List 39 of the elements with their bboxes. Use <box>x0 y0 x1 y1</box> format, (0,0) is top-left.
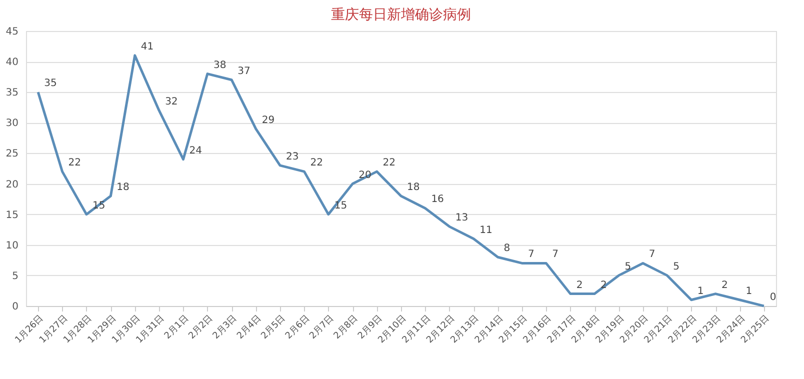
y-tick-label: 5 <box>12 270 18 282</box>
data-label: 0 <box>770 292 776 303</box>
chart-title: 重庆每日新增确诊病例 <box>331 7 471 23</box>
data-label: 5 <box>673 261 680 272</box>
data-label: 35 <box>44 78 57 90</box>
data-label: 15 <box>334 200 348 212</box>
data-label: 8 <box>504 243 510 254</box>
data-label: 13 <box>455 212 468 224</box>
y-tick-label: 10 <box>6 240 18 252</box>
data-label: 2 <box>722 280 728 291</box>
data-label: 24 <box>189 145 202 156</box>
data-label: 22 <box>382 158 396 169</box>
line-series <box>36 54 766 308</box>
data-label: 2 <box>576 280 583 291</box>
data-label: 18 <box>116 182 130 193</box>
data-label: 7 <box>552 249 559 260</box>
data-label: 11 <box>480 224 492 236</box>
data-label: 16 <box>431 194 444 206</box>
data-label: 1 <box>697 286 704 297</box>
data-label: 1 <box>746 286 752 297</box>
y-tick-label: 35 <box>6 88 18 99</box>
data-label: 41 <box>140 41 154 52</box>
y-tick-label: 30 <box>6 118 18 130</box>
data-label: 32 <box>165 96 178 108</box>
data-label: 7 <box>648 249 656 260</box>
data-label: 7 <box>528 249 534 260</box>
data-label: 22 <box>68 158 82 169</box>
data-label: 29 <box>262 114 275 126</box>
data-label: 22 <box>310 158 323 169</box>
data-label: 37 <box>238 66 250 77</box>
y-tick-label: 15 <box>6 210 18 221</box>
data-label: 18 <box>407 182 420 193</box>
y-tick-label: 40 <box>6 57 18 68</box>
data-label: 38 <box>213 60 226 71</box>
data-label: 23 <box>286 151 299 162</box>
y-tick-label: 0 <box>12 302 18 312</box>
y-tick-label: 20 <box>6 179 18 190</box>
y-tick-label: 25 <box>6 148 18 160</box>
y-tick-label: 45 <box>6 26 18 38</box>
